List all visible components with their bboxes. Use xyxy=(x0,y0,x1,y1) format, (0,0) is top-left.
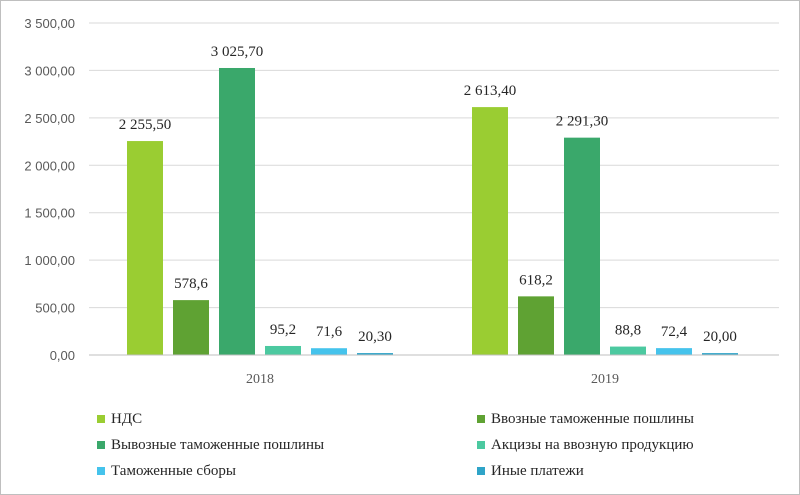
legend-label: Таможенные сборы xyxy=(111,462,236,479)
x-tick-label: 2019 xyxy=(591,372,619,387)
legend-swatch xyxy=(477,441,485,449)
data-label: 72,4 xyxy=(661,324,688,340)
legend-label: Ввозные таможенные пошлины xyxy=(491,410,694,427)
gridlines xyxy=(89,22,779,309)
legend-swatch xyxy=(97,415,105,423)
legend-label: НДС xyxy=(111,410,143,427)
data-label: 20,00 xyxy=(703,329,737,345)
legend-label: Акцизы на ввозную продукцию xyxy=(491,436,694,453)
bar xyxy=(357,353,393,355)
bar xyxy=(610,346,646,355)
data-label: 20,30 xyxy=(358,329,392,345)
legend-swatch xyxy=(477,467,485,475)
bar xyxy=(702,353,738,355)
legend-item-excises: Акцизы на ввозную продукцию xyxy=(477,437,737,454)
data-label: 3 025,70 xyxy=(211,44,264,60)
x-axis: 2018 2019 xyxy=(89,354,779,387)
y-tick-label: 3 000,00 xyxy=(24,63,75,78)
y-tick-label: 500,00 xyxy=(35,301,75,316)
legend-swatch xyxy=(97,467,105,475)
bar xyxy=(173,300,209,355)
y-tick-label: 1 000,00 xyxy=(24,253,75,268)
bar xyxy=(127,141,163,355)
legend-item-import-duties: Ввозные таможенные пошлины xyxy=(477,411,737,428)
legend-label: Иные платежи xyxy=(491,462,584,479)
y-tick-label: 0,00 xyxy=(50,348,75,363)
legend-item-export-duties: Вывозные таможенные пошлины xyxy=(97,437,477,454)
legend: НДС Ввозные таможенные пошлины Вывозные … xyxy=(97,406,737,484)
legend-swatch xyxy=(477,415,485,423)
bar xyxy=(518,296,554,355)
legend-item-other-payments: Иные платежи xyxy=(477,463,737,480)
data-label: 2 255,50 xyxy=(119,117,172,133)
legend-item-customs-fees: Таможенные сборы xyxy=(97,463,477,480)
y-tick-label: 2 500,00 xyxy=(24,111,75,126)
bars xyxy=(127,67,738,355)
x-tick-label: 2018 xyxy=(246,372,274,387)
y-tick-label: 1 500,00 xyxy=(24,206,75,221)
y-tick-label: 3 500,00 xyxy=(24,16,75,31)
legend-label: Вывозные таможенные пошлины xyxy=(111,436,325,453)
data-label: 88,8 xyxy=(615,323,641,339)
bar xyxy=(472,107,508,355)
data-label: 71,6 xyxy=(316,324,343,340)
data-label: 578,6 xyxy=(174,276,208,292)
y-tick-label: 2 000,00 xyxy=(24,158,75,173)
legend-item-nds: НДС xyxy=(97,411,477,428)
data-labels: 2 255,50 578,6 3 025,70 95,2 71,6 20,30 2 613,… xyxy=(119,44,737,345)
data-label: 95,2 xyxy=(270,322,296,338)
y-axis: 0,00 500,00 1 000,00 1 500,00 2 000,00 2 500,… xyxy=(24,16,75,363)
bar xyxy=(564,137,600,355)
data-label: 2 291,30 xyxy=(556,114,609,130)
bar xyxy=(219,67,255,355)
data-label: 2 613,40 xyxy=(464,83,517,99)
bar xyxy=(311,348,347,355)
legend-swatch xyxy=(97,441,105,449)
data-label: 618,2 xyxy=(519,272,553,288)
bar xyxy=(265,345,301,355)
bar xyxy=(656,348,692,355)
